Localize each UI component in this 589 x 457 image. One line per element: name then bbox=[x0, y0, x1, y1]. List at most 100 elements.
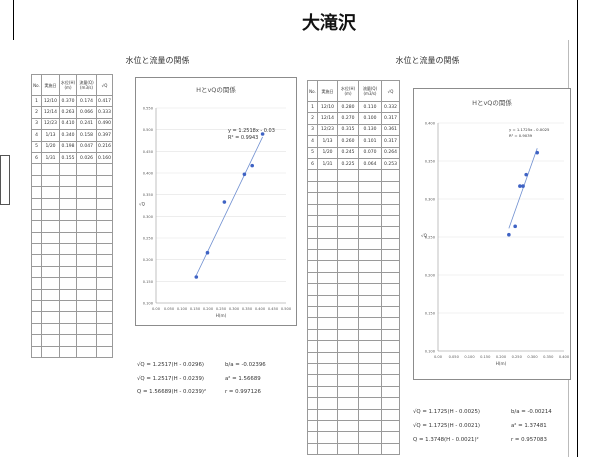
table-cell-empty bbox=[317, 180, 338, 194]
y-tick-label: 0.100 bbox=[425, 350, 436, 354]
table-cell-empty bbox=[76, 254, 97, 267]
table-row-empty bbox=[307, 328, 400, 342]
table-row-empty bbox=[307, 397, 400, 410]
right-sheet-title: 水位と流量の関係 bbox=[395, 56, 460, 65]
table-cell: 1/31 bbox=[41, 151, 60, 165]
y-tick-label: 0.150 bbox=[143, 280, 154, 284]
table-cell: 0.260 bbox=[337, 135, 359, 148]
table-cell-empty bbox=[381, 317, 400, 330]
data-point bbox=[507, 232, 511, 237]
table-cell-empty bbox=[307, 328, 318, 342]
table-cell: 0.263 bbox=[59, 106, 77, 119]
data-point bbox=[205, 250, 210, 255]
table-row-empty bbox=[31, 277, 113, 290]
table-cell-empty bbox=[358, 271, 382, 285]
table-cell-empty bbox=[76, 277, 97, 290]
table-cell-empty bbox=[381, 260, 400, 273]
table-header-cell: No. bbox=[307, 80, 318, 102]
table-cell-empty bbox=[317, 374, 338, 387]
x-tick-label: 0.00 bbox=[152, 307, 161, 311]
table-cell-empty bbox=[96, 322, 113, 336]
table-cell-empty bbox=[76, 231, 97, 245]
table-cell-empty bbox=[96, 220, 113, 233]
table-cell-empty bbox=[76, 300, 97, 313]
x-tick-label: 0.200 bbox=[203, 307, 214, 311]
table-cell-empty bbox=[381, 408, 400, 421]
table-cell: 0.160 bbox=[96, 151, 113, 165]
table-cell: 1 bbox=[31, 94, 42, 108]
table-row-empty bbox=[31, 208, 113, 222]
table-row-empty bbox=[31, 334, 113, 347]
table-cell-empty bbox=[381, 419, 400, 433]
table-cell: 1/13 bbox=[317, 135, 338, 148]
table-cell-empty bbox=[381, 271, 400, 285]
table-cell-empty bbox=[59, 231, 77, 245]
table-cell-empty bbox=[358, 237, 382, 251]
table-cell-empty bbox=[31, 231, 42, 245]
table-cell: 0.100 bbox=[358, 112, 382, 125]
left-chart-title: HとvQの関係 bbox=[196, 86, 236, 94]
table-cell-empty bbox=[337, 294, 359, 308]
table-cell-empty bbox=[41, 254, 60, 267]
x-tick-label: 0.450 bbox=[268, 307, 279, 311]
table-cell-empty bbox=[31, 345, 42, 359]
table-row-empty bbox=[307, 442, 400, 456]
table-cell-empty bbox=[337, 328, 359, 342]
table-cell: 0.315 bbox=[337, 123, 359, 137]
table-cell-empty bbox=[307, 214, 318, 228]
table-cell: 0.241 bbox=[76, 117, 97, 131]
table-cell-empty bbox=[96, 277, 113, 290]
x-tick-label: 0.300 bbox=[527, 355, 538, 359]
table-cell-empty bbox=[31, 322, 42, 336]
right-eq-3: Q = 1.3748(H - 0.0021)² bbox=[413, 437, 479, 443]
table-cell-empty bbox=[358, 328, 382, 342]
right-eq-4: b/a = -0.00214 bbox=[511, 409, 552, 415]
table-cell-empty bbox=[307, 419, 318, 433]
table-cell: 12/10 bbox=[317, 100, 338, 114]
table-cell-empty bbox=[337, 203, 359, 216]
table-row-empty bbox=[31, 311, 113, 324]
table-cell: 4 bbox=[307, 135, 318, 148]
table-row-empty bbox=[307, 192, 400, 205]
table-cell: 1/13 bbox=[41, 129, 60, 142]
table-cell-empty bbox=[317, 351, 338, 365]
table-cell-empty bbox=[307, 351, 318, 365]
table-cell-empty bbox=[76, 220, 97, 233]
table-cell-empty bbox=[337, 214, 359, 228]
table-cell: 0.174 bbox=[76, 94, 97, 108]
table-cell-empty bbox=[381, 226, 400, 239]
table-cell-empty bbox=[41, 197, 60, 210]
y-tick-label: 0.400 bbox=[143, 172, 154, 176]
table-cell: 0.158 bbox=[76, 129, 97, 142]
table-cell: 0.417 bbox=[96, 94, 113, 108]
x-tick-label: 0.150 bbox=[190, 307, 201, 311]
table-row-empty bbox=[307, 294, 400, 308]
right-eq-6: r = 0.957083 bbox=[511, 437, 547, 443]
table-cell: 0.064 bbox=[358, 157, 382, 171]
x-tick-label: 0.200 bbox=[496, 355, 507, 359]
table-cell-empty bbox=[41, 334, 60, 347]
table-cell-empty bbox=[307, 431, 318, 444]
left-chart: HとvQの関係 0.100 0.150 0.200 0.250 0.300 0.350 0.… bbox=[135, 77, 297, 326]
table-cell: 0.245 bbox=[337, 146, 359, 159]
table-cell-empty bbox=[337, 306, 359, 319]
table-row: 2 12/14 0.270 0.100 0.317 bbox=[307, 112, 400, 125]
table-cell-empty bbox=[41, 243, 60, 256]
table-cell-empty bbox=[337, 237, 359, 251]
table-row-empty bbox=[307, 283, 400, 296]
table-cell: 0.026 bbox=[76, 151, 97, 165]
table-cell-empty bbox=[307, 203, 318, 216]
table-cell-empty bbox=[96, 311, 113, 324]
y-axis-label: √Q bbox=[139, 202, 146, 207]
table-cell-empty bbox=[307, 408, 318, 421]
data-point bbox=[513, 224, 517, 229]
y-tick-label: 0.350 bbox=[143, 193, 154, 197]
table-cell-empty bbox=[381, 362, 400, 376]
table-header-cell: 流量(Q) (m3/s) bbox=[76, 74, 97, 96]
table-cell-empty bbox=[307, 180, 318, 194]
table-cell-empty bbox=[96, 208, 113, 222]
page-heading: 大滝沢 bbox=[302, 13, 356, 34]
table-cell-empty bbox=[317, 294, 338, 308]
table-cell: 0.361 bbox=[381, 123, 400, 137]
table-cell-empty bbox=[307, 226, 318, 239]
